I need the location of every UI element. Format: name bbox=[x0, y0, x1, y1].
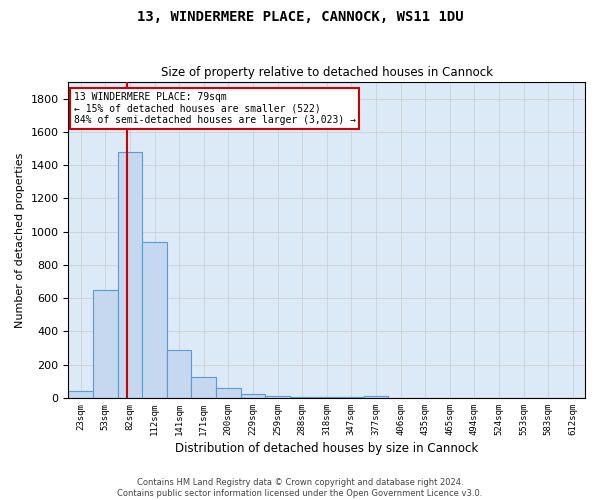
Bar bbox=[290, 396, 314, 398]
X-axis label: Distribution of detached houses by size in Cannock: Distribution of detached houses by size … bbox=[175, 442, 478, 455]
Bar bbox=[191, 377, 216, 398]
Bar bbox=[265, 396, 290, 398]
Title: Size of property relative to detached houses in Cannock: Size of property relative to detached ho… bbox=[161, 66, 493, 80]
Bar bbox=[314, 397, 339, 398]
Bar bbox=[241, 394, 265, 398]
Bar bbox=[142, 242, 167, 398]
Bar bbox=[167, 350, 191, 398]
Text: Contains HM Land Registry data © Crown copyright and database right 2024.
Contai: Contains HM Land Registry data © Crown c… bbox=[118, 478, 482, 498]
Text: 13, WINDERMERE PLACE, CANNOCK, WS11 1DU: 13, WINDERMERE PLACE, CANNOCK, WS11 1DU bbox=[137, 10, 463, 24]
Bar bbox=[216, 388, 241, 398]
Text: 13 WINDERMERE PLACE: 79sqm
← 15% of detached houses are smaller (522)
84% of sem: 13 WINDERMERE PLACE: 79sqm ← 15% of deta… bbox=[74, 92, 356, 124]
Bar bbox=[118, 152, 142, 398]
Y-axis label: Number of detached properties: Number of detached properties bbox=[15, 152, 25, 328]
Bar bbox=[68, 392, 93, 398]
Bar bbox=[93, 290, 118, 398]
Bar bbox=[364, 396, 388, 398]
